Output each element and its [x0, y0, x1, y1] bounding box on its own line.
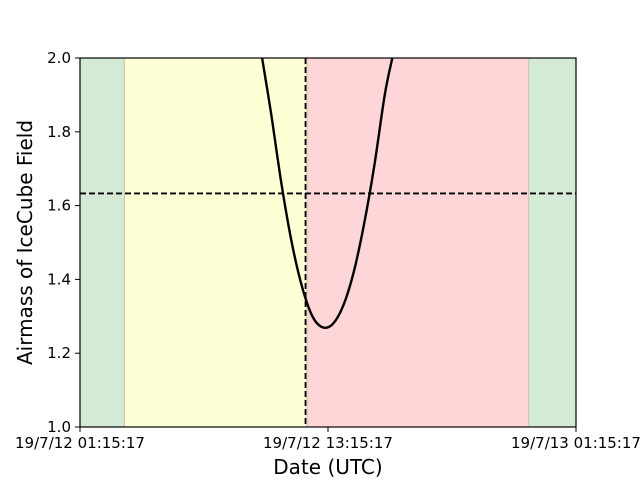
- x-tick-label: 19/7/13 01:15:17: [511, 434, 640, 452]
- band-3: [528, 58, 576, 427]
- x-axis: 19/7/12 01:15:17 19/7/12 13:15:17 19/7/13 …: [15, 427, 640, 452]
- band-2: [306, 58, 529, 427]
- band-0: [80, 58, 125, 427]
- y-axis-label: Airmass of IceCube Field: [13, 120, 37, 365]
- x-tick-label: 19/7/12 01:15:17: [15, 434, 145, 452]
- x-tick-label: 19/7/12 13:15:17: [263, 434, 393, 452]
- y-tick-label: 1.4: [47, 270, 71, 288]
- observing-bands: [80, 58, 576, 427]
- y-tick-label: 1.6: [47, 197, 71, 215]
- y-tick-label: 2.0: [47, 49, 71, 67]
- reference-lines: [80, 58, 576, 427]
- y-axis: 1.0 1.2 1.4 1.6 1.8 2.0: [47, 49, 80, 436]
- y-tick-label: 1.0: [47, 418, 71, 436]
- x-axis-label: Date (UTC): [273, 455, 382, 479]
- y-tick-label: 1.2: [47, 344, 71, 362]
- series-layer: [260, 58, 394, 330]
- series-line-0: [260, 58, 394, 330]
- y-tick-label: 1.8: [47, 123, 71, 141]
- band-1: [124, 58, 307, 427]
